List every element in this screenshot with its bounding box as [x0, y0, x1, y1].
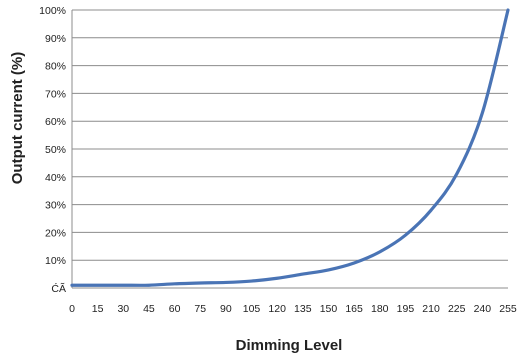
- x-tick-label: 135: [294, 303, 312, 315]
- data-point: [276, 277, 278, 280]
- x-tick-label: 120: [268, 303, 286, 315]
- x-tick-label: 75: [194, 303, 206, 315]
- x-tick-labels: 0 15 30 45 60 75 90 105 120 135 150 165 180 195 210 225…: [69, 303, 517, 315]
- x-tick-label: 105: [243, 303, 261, 315]
- series-group: [70, 8, 510, 287]
- x-tick-label: 210: [422, 303, 440, 315]
- y-tick-label: 40%: [45, 172, 66, 184]
- x-tick-label: 195: [397, 303, 415, 315]
- y-tick-label: 20%: [45, 227, 66, 239]
- x-tick-label: 0: [69, 303, 75, 315]
- x-tick-label: 240: [474, 303, 492, 315]
- data-point: [302, 273, 304, 275]
- data-point: [173, 283, 176, 285]
- x-tick-label: 150: [320, 303, 338, 315]
- data-point: [430, 209, 432, 211]
- y-tick-label: 60%: [45, 116, 66, 128]
- x-tick-label: 165: [345, 303, 363, 315]
- data-point: [353, 262, 355, 264]
- x-tick-label: 45: [143, 303, 155, 315]
- x-tick-label: 225: [448, 303, 466, 315]
- data-point: [404, 234, 407, 236]
- data-point: [481, 112, 484, 114]
- data-point: [199, 282, 202, 284]
- y-tick-labels: ĆÃ 10% 20% 30% 40% 50% 60% 70% 80% 90% 100%: [39, 5, 66, 295]
- data-point: [327, 269, 330, 271]
- y-tick-label: ĆÃ: [51, 282, 66, 295]
- data-point: [148, 284, 150, 287]
- data-point: [378, 251, 381, 253]
- series-line: [70, 8, 510, 287]
- y-tick-label: 10%: [45, 255, 66, 267]
- data-point: [96, 284, 99, 287]
- x-tick-label: 255: [499, 303, 517, 315]
- y-tick-label: 100%: [39, 5, 66, 17]
- data-point: [507, 9, 509, 11]
- y-tick-label: 30%: [45, 200, 66, 212]
- x-tick-label: 90: [220, 303, 232, 315]
- x-tick-label: 180: [371, 303, 389, 315]
- data-point: [455, 173, 458, 175]
- x-tick-label: 60: [169, 303, 181, 315]
- gridlines: [72, 9, 508, 289]
- x-tick-label: 15: [92, 303, 104, 315]
- data-point: [71, 284, 73, 287]
- x-axis-title: Dimming Level: [236, 337, 343, 354]
- data-point: [250, 280, 253, 282]
- x-tick-label: 30: [117, 303, 129, 315]
- data-point: [122, 284, 125, 287]
- y-tick-label: 90%: [45, 33, 66, 45]
- y-tick-label: 70%: [45, 88, 66, 100]
- y-tick-label: 80%: [45, 61, 66, 73]
- data-point: [225, 281, 227, 284]
- y-tick-label: 50%: [45, 144, 66, 156]
- y-axis-title: Output current (%): [9, 52, 26, 185]
